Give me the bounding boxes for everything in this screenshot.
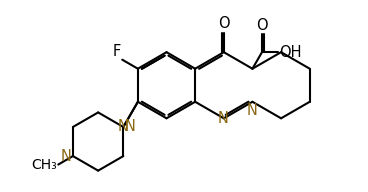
Text: N: N xyxy=(118,119,129,134)
Text: N: N xyxy=(61,149,72,164)
Text: O: O xyxy=(218,16,230,31)
Text: OH: OH xyxy=(279,45,301,60)
Text: O: O xyxy=(256,18,268,33)
Text: N: N xyxy=(247,103,258,118)
Text: CH₃: CH₃ xyxy=(31,158,57,171)
Text: N: N xyxy=(217,111,229,126)
Text: N: N xyxy=(124,119,135,134)
Text: F: F xyxy=(113,44,121,59)
